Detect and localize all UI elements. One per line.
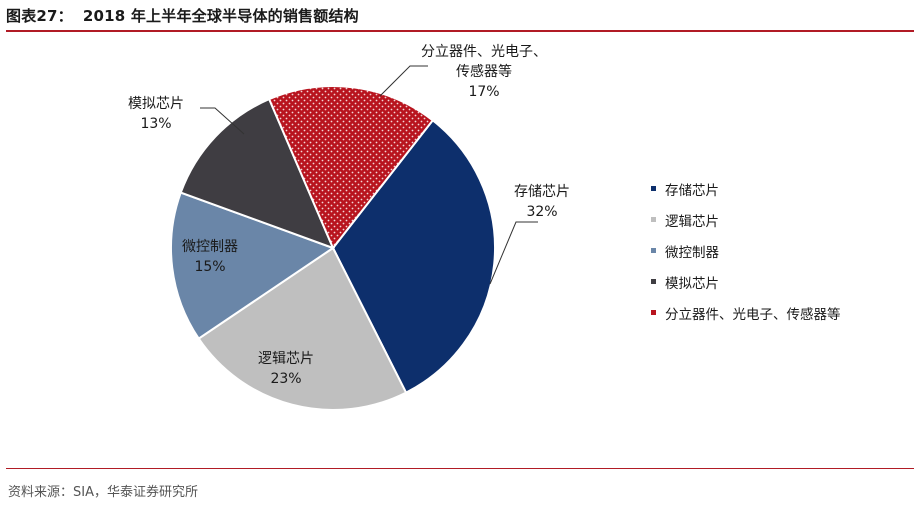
title-divider (6, 30, 914, 32)
legend-swatch (651, 217, 656, 222)
slice-name-label: 存储芯片 (514, 184, 570, 200)
legend-entry: 模拟芯片 (665, 276, 719, 292)
pie-slice (267, 85, 435, 250)
leader-line (200, 107, 245, 135)
slice-name-label: 分立器件、光电子、 (421, 44, 547, 60)
slice-name-label: 传感器等 (456, 63, 512, 80)
leader-lines (200, 65, 538, 285)
leader-line (379, 65, 428, 97)
slice-percent-label: 17% (468, 84, 499, 100)
leader-line (489, 221, 538, 285)
slice-percent-label: 23% (270, 371, 301, 387)
source-divider (6, 468, 914, 469)
legend-swatch (651, 186, 656, 191)
pie-slice (179, 97, 335, 250)
slice-percent-label: 15% (194, 259, 225, 275)
figure-title: 图表27： 2018 年上半年全球半导体的销售额结构 (6, 5, 359, 27)
slice-percent-label: 13% (140, 116, 171, 132)
slice-name-label: 逻辑芯片 (258, 351, 314, 367)
legend-swatch (651, 279, 656, 284)
slice-name-label: 模拟芯片 (128, 96, 184, 112)
legend-swatch (651, 248, 656, 253)
legend-entry: 逻辑芯片 (665, 214, 719, 230)
slice-name-label: 微控制器 (182, 239, 238, 255)
pie-slice (170, 191, 336, 340)
pie-slice (331, 118, 497, 394)
slice-labels: 存储芯片 32% 逻辑芯片 23% 微控制器 15% 模拟芯片 13% 分立器件、光电子、传感器… (128, 44, 570, 387)
figure-title-text: 2018 年上半年全球半导体的销售额结构 (82, 7, 359, 25)
pie-slices (170, 85, 497, 411)
pie-slice (197, 246, 408, 411)
legend-entry: 微控制器 (665, 245, 719, 261)
legend-entry: 分立器件、光电子、传感器等 (665, 306, 841, 323)
slice-percent-label: 32% (526, 204, 557, 220)
legend-swatch (651, 310, 656, 315)
figure-label: 图表27： (6, 7, 73, 25)
legend-entry: 存储芯片 (665, 183, 719, 199)
source-note: 资料来源：SIA，华泰证券研究所 (8, 485, 198, 500)
